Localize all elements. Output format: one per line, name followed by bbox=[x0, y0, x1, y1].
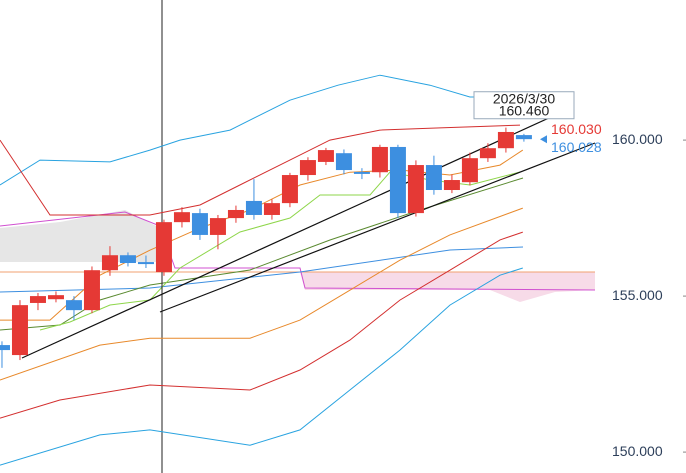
candle-body bbox=[461, 158, 478, 183]
candle-body bbox=[443, 180, 460, 191]
candle-body bbox=[335, 153, 352, 171]
span-line bbox=[0, 211, 596, 291]
indicator-line bbox=[0, 207, 523, 381]
candle-body bbox=[371, 146, 388, 173]
candle-body bbox=[209, 218, 226, 235]
candle-body bbox=[101, 255, 118, 271]
y-tick-label: 150.000 bbox=[612, 443, 663, 459]
indicator-lines bbox=[0, 74, 524, 466]
candle-body bbox=[353, 171, 370, 174]
candles bbox=[0, 127, 532, 368]
candle-body bbox=[263, 203, 280, 215]
candle-body bbox=[47, 295, 64, 300]
last-price-label: 160.030 bbox=[551, 121, 602, 137]
candle-body bbox=[65, 300, 82, 311]
trend-line bbox=[159, 142, 596, 313]
candle-body bbox=[155, 222, 172, 273]
candle-body bbox=[227, 209, 244, 219]
last-price-marker bbox=[540, 135, 547, 144]
ma-line bbox=[0, 246, 524, 293]
cursor-box bbox=[473, 91, 575, 120]
candle-body bbox=[11, 305, 28, 356]
candle-body bbox=[515, 135, 532, 140]
candle-body bbox=[317, 150, 334, 162]
candle-body bbox=[407, 165, 424, 214]
candle-body bbox=[497, 131, 514, 149]
candle-body bbox=[29, 296, 46, 303]
cursor-date: 2026/3/30 bbox=[493, 90, 555, 106]
y-tick-label: 160.000 bbox=[612, 131, 663, 147]
candle-body bbox=[479, 148, 496, 159]
cloud bbox=[0, 210, 160, 262]
candle-body bbox=[389, 146, 406, 214]
candle-body bbox=[83, 270, 100, 311]
indicator-line bbox=[0, 124, 521, 216]
candle-body bbox=[281, 175, 298, 204]
cloud bbox=[300, 272, 595, 302]
indicator-line bbox=[0, 231, 523, 419]
candle-body bbox=[0, 345, 10, 351]
y-tick-label: 155.000 bbox=[612, 287, 663, 303]
candle-body bbox=[137, 262, 154, 265]
indicator-line bbox=[0, 267, 523, 466]
price-axis: 150.000 155.000 160.000 bbox=[612, 131, 686, 459]
candle-body bbox=[299, 160, 316, 176]
candle-body bbox=[119, 255, 136, 264]
candle-body bbox=[245, 200, 262, 215]
last-price-label: 160.028 bbox=[551, 139, 602, 155]
cursor-price: 160.460 bbox=[499, 102, 550, 118]
candle-body bbox=[425, 165, 442, 191]
indicator-line bbox=[0, 74, 523, 186]
candle-body bbox=[173, 212, 190, 223]
candle-body bbox=[191, 213, 208, 235]
